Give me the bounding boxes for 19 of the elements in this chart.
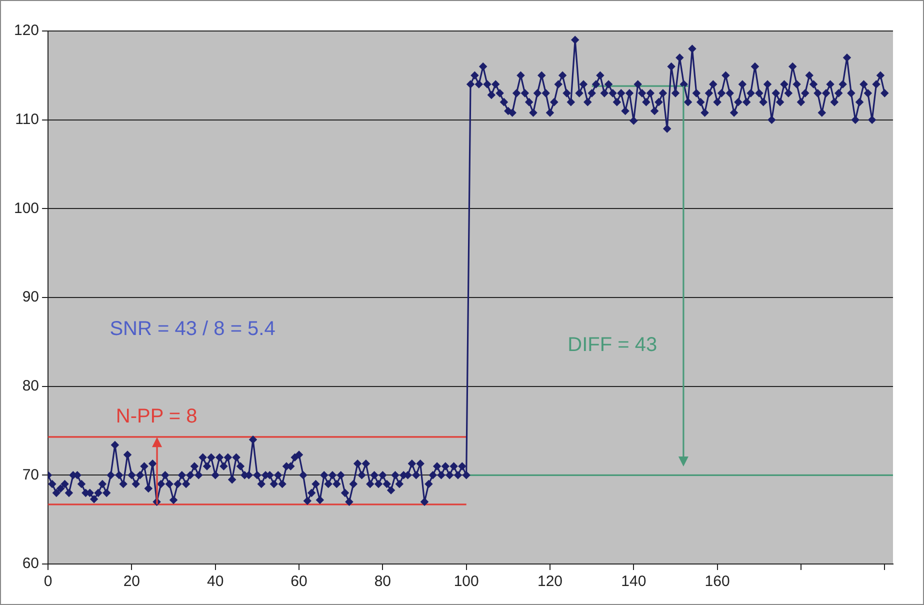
y-tick-label: 110 <box>15 110 40 128</box>
annotation: N-PP = 8 <box>116 405 198 428</box>
x-tick-label: 60 <box>290 573 308 590</box>
y-tick-label: 60 <box>22 555 40 572</box>
x-tick-label: 120 <box>537 573 563 590</box>
y-tick-label: 90 <box>22 288 40 306</box>
annotation: SNR = 43 / 8 = 5.4 <box>110 318 276 340</box>
x-tick-label: 40 <box>207 573 224 590</box>
y-tick-label: 120 <box>14 22 40 40</box>
y-tick-label: 70 <box>22 466 40 484</box>
x-tick-label: 140 <box>621 573 646 590</box>
x-tick-label: 80 <box>374 573 392 590</box>
annotation: DIFF = 43 <box>568 334 658 356</box>
x-tick-label: 0 <box>44 573 52 590</box>
x-tick-label: 100 <box>454 573 479 590</box>
y-tick-label: 80 <box>22 377 40 394</box>
x-tick-label: 160 <box>704 573 730 590</box>
x-tick-label: 20 <box>123 573 140 590</box>
y-tick-label: 100 <box>14 200 40 217</box>
